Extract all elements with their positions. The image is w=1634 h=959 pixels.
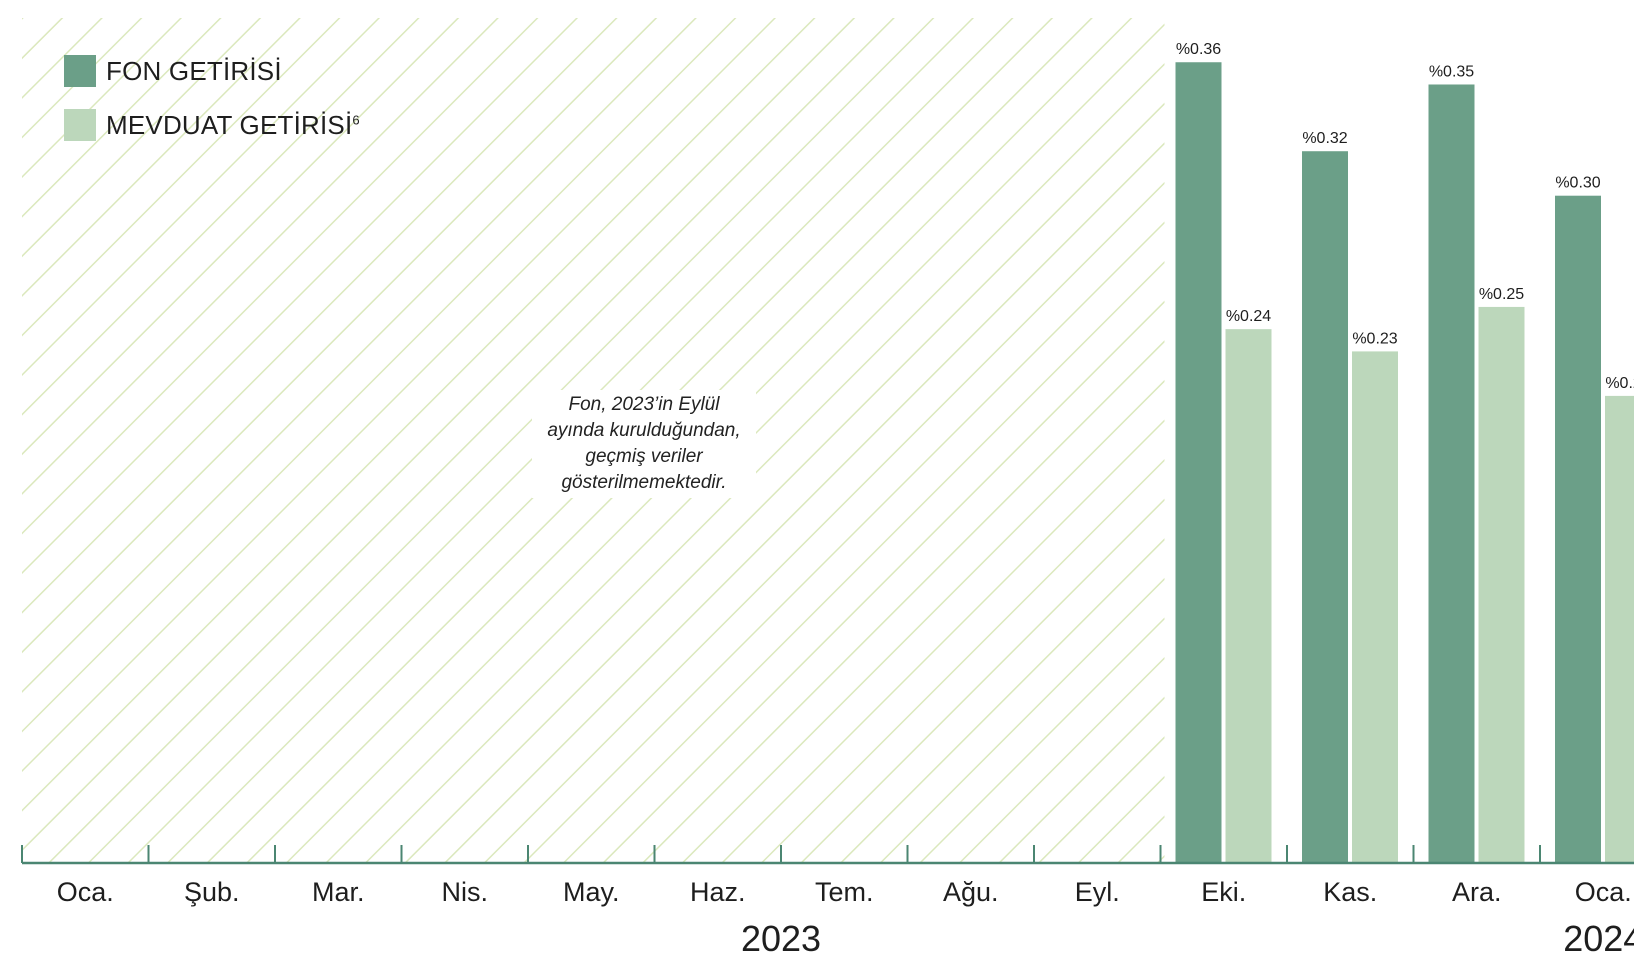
legend-swatch-fund [64,55,96,87]
fund-bar [1175,62,1222,864]
year-label: 2023 [741,918,821,959]
month-label: Nis. [442,877,489,907]
deposit-bar-value-label: %0.25 [1479,286,1524,303]
legend-item-fund: FON GETİRİSİ [64,54,360,88]
note-line: Fon, 2023’in Eylül [568,394,720,415]
note-line: geçmiş veriler [585,446,703,467]
deposit-bar [1478,306,1525,863]
no-data-note: Fon, 2023’in Eylül ayında kurulduğundan,… [532,390,756,498]
fund-bar-value-label: %0.30 [1555,175,1600,192]
month-label: Kas. [1323,877,1377,907]
legend-item-deposit: MEVDUAT GETİRİSİ6 [64,108,360,142]
legend-swatch-deposit [64,109,96,141]
year-labels-group: 2023 2024 [741,918,1634,959]
month-label: Oca. [57,877,114,907]
month-label: Ara. [1452,877,1502,907]
legend-label-fund: FON GETİRİSİ [106,55,282,86]
fund-bar-value-label: %0.35 [1429,63,1474,80]
footnote-marker: 6 [352,111,360,127]
deposit-bar [1605,395,1634,863]
month-label: Oca. [1575,877,1632,907]
year-label: 2024 [1563,918,1634,959]
note-line: ayında kurulduğundan, [547,420,741,441]
x-axis-ticks [21,845,1541,863]
month-label: May. [563,877,620,907]
month-label: Mar. [312,877,365,907]
bar-labels-group: %0.36 %0.32 %0.35 %0.30 %0.24 %0.23 %0.25 %0.21 [1176,41,1634,392]
deposit-bar [1225,329,1272,863]
fund-bar [1302,151,1348,864]
month-label: Haz. [690,877,746,907]
month-label: Tem. [815,877,874,907]
deposit-bar-value-label: %0.21 [1605,375,1634,392]
note-line: gösterilmemektedir. [561,472,727,493]
legend: FON GETİRİSİ MEVDUAT GETİRİSİ6 [64,54,360,162]
month-label: Şub. [184,877,240,907]
month-labels-group: Oca. Şub. Mar. Nis. May. Haz. Tem. Ağu. Eyl. Eki.… [57,877,1632,907]
bars-group [1175,62,1634,864]
month-label: Eki. [1201,877,1246,907]
deposit-bar-value-label: %0.23 [1352,330,1397,347]
fund-bar-value-label: %0.32 [1302,130,1347,147]
fund-bar [1555,195,1601,863]
fund-bar-value-label: %0.36 [1176,41,1221,58]
month-label: Ağu. [943,877,999,907]
deposit-bar [1352,351,1398,863]
fund-bar [1428,84,1475,863]
month-label: Eyl. [1075,877,1120,907]
deposit-bar-value-label: %0.24 [1226,308,1271,325]
legend-label-deposit: MEVDUAT GETİRİSİ6 [106,109,360,140]
